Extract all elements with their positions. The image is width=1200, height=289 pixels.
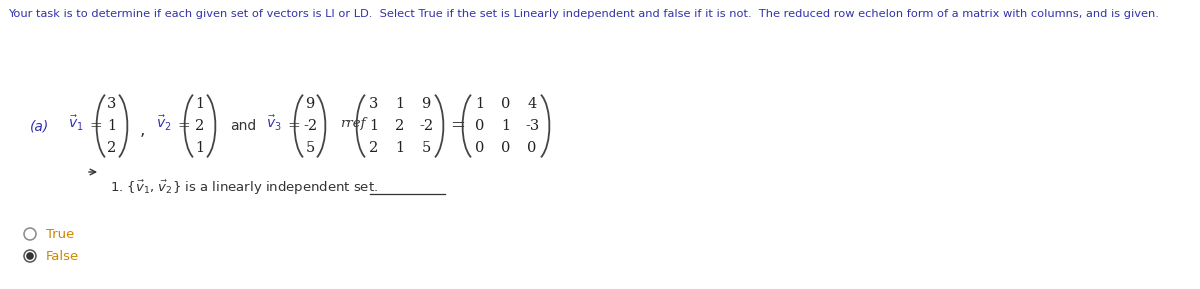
Text: 0: 0 <box>502 141 511 155</box>
Text: 1: 1 <box>502 119 510 133</box>
Text: 2: 2 <box>395 119 404 133</box>
Text: =: = <box>450 117 466 135</box>
Text: -2: -2 <box>419 119 433 133</box>
Text: 1: 1 <box>370 119 378 133</box>
Text: $\vec{v}_1$: $\vec{v}_1$ <box>68 114 84 133</box>
Text: 2: 2 <box>107 141 116 155</box>
Circle shape <box>26 253 34 259</box>
Text: False: False <box>46 249 79 262</box>
Text: 5: 5 <box>305 141 314 155</box>
Text: (a): (a) <box>30 119 49 133</box>
Text: ,: , <box>139 121 145 139</box>
Text: =: = <box>288 119 300 133</box>
Text: True: True <box>46 227 74 240</box>
Text: and: and <box>230 119 257 133</box>
Text: $\vec{v}_2$: $\vec{v}_2$ <box>156 114 172 133</box>
Text: $\vec{v}_3$: $\vec{v}_3$ <box>266 114 282 133</box>
Text: rref: rref <box>340 118 366 131</box>
Text: -2: -2 <box>302 119 317 133</box>
Text: 1: 1 <box>196 141 204 155</box>
Text: 3: 3 <box>370 97 379 111</box>
Text: 1: 1 <box>396 97 404 111</box>
Text: 9: 9 <box>305 97 314 111</box>
Text: 1: 1 <box>196 97 204 111</box>
Text: 0: 0 <box>527 141 536 155</box>
Text: 0: 0 <box>475 141 485 155</box>
Text: 1: 1 <box>108 119 116 133</box>
Text: =: = <box>178 119 191 133</box>
Text: 9: 9 <box>421 97 431 111</box>
Text: 1. {$\vec{v}_{1}$, $\vec{v}_{2}$} is a linearly independent set.: 1. {$\vec{v}_{1}$, $\vec{v}_{2}$} is a l… <box>110 179 378 197</box>
Text: =: = <box>90 119 102 133</box>
Text: Your task is to determine if each given set of vectors is LI or LD.  Select True: Your task is to determine if each given … <box>8 9 1159 19</box>
Text: 1: 1 <box>475 97 485 111</box>
Text: -3: -3 <box>524 119 539 133</box>
Text: 1: 1 <box>396 141 404 155</box>
Text: 2: 2 <box>196 119 205 133</box>
Text: 5: 5 <box>421 141 431 155</box>
Text: 0: 0 <box>502 97 511 111</box>
Text: 2: 2 <box>370 141 379 155</box>
Text: 0: 0 <box>475 119 485 133</box>
Text: 4: 4 <box>527 97 536 111</box>
Text: 3: 3 <box>107 97 116 111</box>
